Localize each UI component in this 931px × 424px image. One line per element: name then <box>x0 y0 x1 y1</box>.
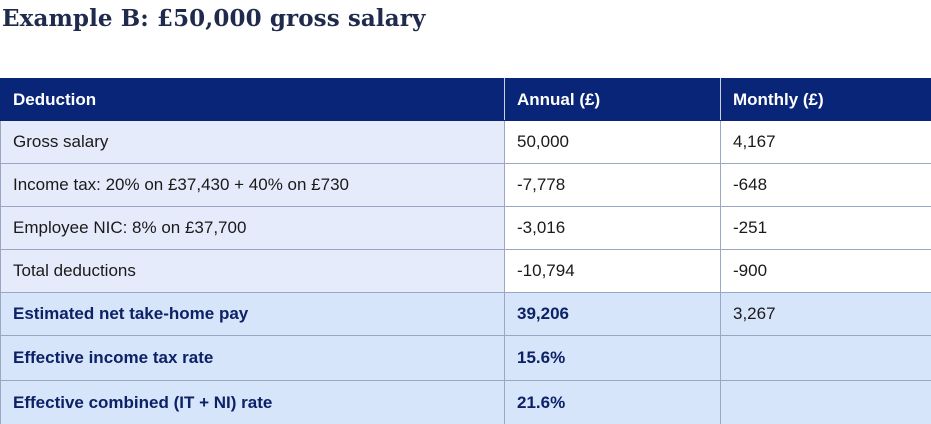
row-annual: 50,000 <box>504 120 721 164</box>
summary-row-net-pay: Estimated net take-home pay 39,206 3,267 <box>0 292 931 336</box>
row-monthly: -251 <box>720 206 931 250</box>
header-deduction: Deduction <box>0 78 505 121</box>
row-monthly: 4,167 <box>720 120 931 164</box>
table-row: Income tax: 20% on £37,430 + 40% on £730… <box>0 163 931 207</box>
row-annual: -3,016 <box>504 206 721 250</box>
row-annual: -10,794 <box>504 249 721 293</box>
row-label: Effective combined (IT + NI) rate <box>0 380 505 424</box>
row-monthly: -648 <box>720 163 931 207</box>
row-monthly: -900 <box>720 249 931 293</box>
table-header-row: Deduction Annual (£) Monthly (£) <box>0 78 931 121</box>
header-monthly: Monthly (£) <box>720 78 931 121</box>
row-annual: 21.6% <box>504 380 721 424</box>
row-annual: 39,206 <box>504 292 721 336</box>
row-label: Estimated net take-home pay <box>0 292 505 336</box>
row-label: Income tax: 20% on £37,430 + 40% on £730 <box>0 163 505 207</box>
row-monthly <box>720 380 931 424</box>
header-annual: Annual (£) <box>504 78 721 121</box>
salary-deductions-table: Deduction Annual (£) Monthly (£) Gross s… <box>0 78 931 424</box>
row-monthly: 3,267 <box>720 292 931 336</box>
row-monthly <box>720 335 931 381</box>
row-annual: 15.6% <box>504 335 721 381</box>
row-label: Employee NIC: 8% on £37,700 <box>0 206 505 250</box>
row-annual: -7,778 <box>504 163 721 207</box>
page-title: Example B: £50,000 gross salary <box>2 5 426 32</box>
table-row: Total deductions -10,794 -900 <box>0 249 931 293</box>
summary-row-combined-rate: Effective combined (IT + NI) rate 21.6% <box>0 380 931 424</box>
table-row: Employee NIC: 8% on £37,700 -3,016 -251 <box>0 206 931 250</box>
row-label: Gross salary <box>0 120 505 164</box>
table-row: Gross salary 50,000 4,167 <box>0 120 931 164</box>
row-label: Effective income tax rate <box>0 335 505 381</box>
summary-row-income-tax-rate: Effective income tax rate 15.6% <box>0 335 931 381</box>
row-label: Total deductions <box>0 249 505 293</box>
